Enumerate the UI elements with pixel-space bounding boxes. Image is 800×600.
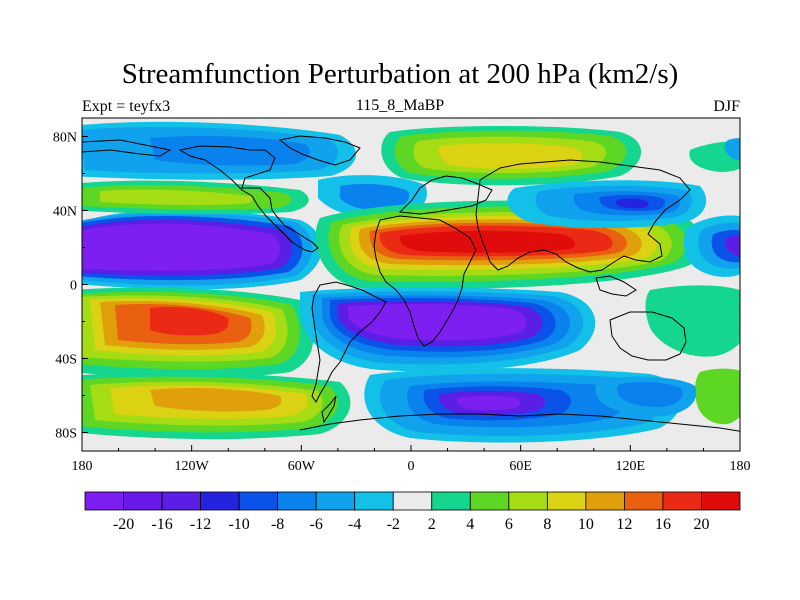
y-tick-label: 40S xyxy=(55,353,77,368)
plot-title: Streamfunction Perturbation at 200 hPa (… xyxy=(121,58,679,90)
colorbar-swatch xyxy=(200,491,240,511)
contour-sphl-core xyxy=(150,388,282,412)
contour-afr-core xyxy=(399,230,576,253)
x-axis: 180 120W 60W 0 60E 120E 180 xyxy=(72,445,751,474)
colorbar-swatch xyxy=(84,491,124,511)
contour-arctic-west-core xyxy=(150,136,310,166)
x-tick-label: 0 xyxy=(408,459,415,474)
period-label: 115_8_MaBP xyxy=(355,97,445,114)
colorbar-swatch xyxy=(123,491,163,511)
x-tick-label: 60E xyxy=(509,459,532,474)
colorbar-swatch xyxy=(354,491,394,511)
colorbar-swatch xyxy=(508,491,548,511)
outline-north-america xyxy=(178,145,319,253)
colorbar-swatch xyxy=(624,491,664,511)
x-tick-label: 60W xyxy=(288,459,316,474)
season-label: DJF xyxy=(713,98,740,115)
outline-se-asia xyxy=(595,275,637,297)
outline-arctic-coast xyxy=(82,139,172,157)
outline-antarctica-peninsula xyxy=(321,395,337,424)
outline-greenland-arctic xyxy=(278,135,361,166)
colorbar: -20 -16 -12 -10 -8 -6 -4 -2 2 4 6 8 10 12 16 20 xyxy=(84,491,741,533)
colorbar-swatch xyxy=(662,491,702,511)
colorbar-label: 10 xyxy=(578,516,594,533)
y-tick-label: 80N xyxy=(53,131,77,146)
contour-io-core xyxy=(348,304,527,341)
colorbar-swatch xyxy=(161,491,201,511)
contour-ep-south-green2 xyxy=(695,368,740,425)
contour-ep-hl-core xyxy=(616,381,683,408)
contour-pacific-eq-core xyxy=(82,223,281,271)
colorbar-swatch xyxy=(315,491,356,511)
y-tick-label: 0 xyxy=(70,279,77,294)
colorbar-label: 12 xyxy=(616,516,632,533)
contour-field xyxy=(82,121,740,443)
colorbar-label: -10 xyxy=(228,516,249,533)
continent-outlines xyxy=(82,135,740,432)
y-tick-label: 40N xyxy=(53,205,77,220)
colorbar-swatch xyxy=(585,491,625,511)
contour-ne-corner-blue xyxy=(724,138,740,160)
colorbar-swatch xyxy=(701,491,741,511)
contour-npw-core xyxy=(615,198,649,209)
outline-asia xyxy=(475,159,691,273)
colorbar-label: -20 xyxy=(113,516,134,533)
contour-so-core xyxy=(456,395,521,411)
colorbar-label: -6 xyxy=(310,516,323,533)
colorbar-swatch xyxy=(469,491,510,511)
y-tick-label: 80S xyxy=(55,427,77,442)
x-tick-label: 120W xyxy=(175,459,210,474)
colorbar-label: 6 xyxy=(505,516,513,533)
outline-south-america xyxy=(311,281,387,403)
colorbar-swatch xyxy=(238,491,279,511)
colorbar-label: -4 xyxy=(348,516,361,533)
colorbar-label: -8 xyxy=(271,516,284,533)
colorbar-label: 8 xyxy=(543,516,551,533)
x-tick-label: 120E xyxy=(616,459,646,474)
colorbar-swatch xyxy=(392,491,433,511)
colorbar-label: 4 xyxy=(466,516,474,533)
experiment-label: Expt = teyfx3 xyxy=(82,98,171,115)
contour-atl-core xyxy=(340,183,410,211)
colorbar-label: 16 xyxy=(655,516,671,533)
x-tick-label: 180 xyxy=(730,459,751,474)
colorbar-swatch xyxy=(546,491,587,511)
colorbar-swatch xyxy=(277,491,317,511)
contour-ep-south-green xyxy=(645,285,740,357)
contour-arc-east-core xyxy=(438,143,583,169)
colorbar-label: -2 xyxy=(387,516,400,533)
outline-antarctica xyxy=(299,413,740,432)
contour-npac-core xyxy=(100,189,253,206)
contour-wpac-core xyxy=(724,235,740,256)
outline-africa xyxy=(373,215,477,347)
colorbar-swatch xyxy=(431,491,471,511)
colorbar-label: -16 xyxy=(151,516,172,533)
outline-australia xyxy=(609,311,687,361)
outline-europe xyxy=(398,175,493,215)
x-tick-label: 180 xyxy=(72,459,93,474)
y-axis: 80N 40N 0 40S 80S xyxy=(53,131,88,442)
contour-spac-core xyxy=(150,307,229,336)
colorbar-label: -12 xyxy=(190,516,211,533)
colorbar-label: 20 xyxy=(693,516,709,533)
colorbar-label: 2 xyxy=(428,516,436,533)
